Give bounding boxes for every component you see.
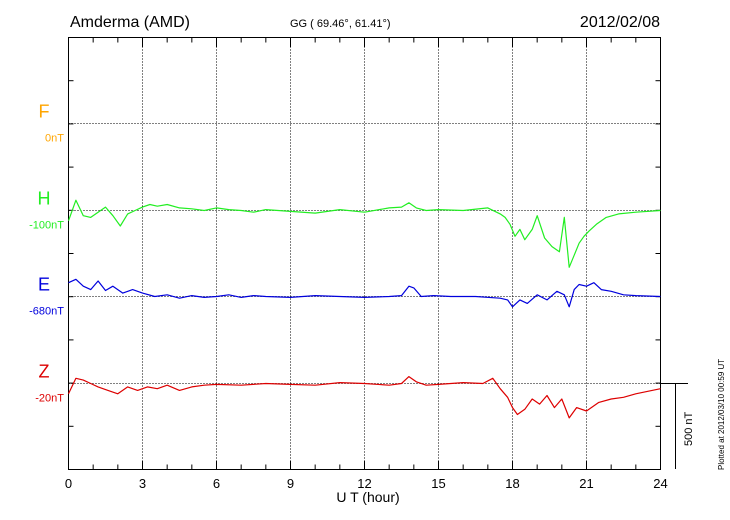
scale-bar-label: 500 nT [683, 411, 695, 446]
x-tick-label: 6 [213, 476, 220, 491]
x-tick-label: 24 [653, 476, 667, 491]
grid-lines [142, 37, 587, 470]
x-tick-label: 21 [579, 476, 593, 491]
x-tick-label: 9 [287, 476, 294, 491]
plotted-timestamp: Plotted at 2012/03/10 00:59 UT [717, 359, 726, 470]
station-title: Amderma (AMD) [70, 14, 190, 31]
x-tick-label: 18 [505, 476, 519, 491]
x-tick-label: 12 [357, 476, 371, 491]
series-line-z [67, 376, 661, 419]
component-label-e: E [38, 275, 50, 295]
series-line-e [68, 278, 661, 308]
component-label-h: H [38, 189, 51, 209]
x-axis-label: U T (hour) [336, 489, 399, 505]
axis-ticks [68, 37, 661, 470]
component-labels: F 0nT H -100nT E -680nT Z -20nT [29, 102, 64, 405]
component-label-z: Z [39, 362, 50, 382]
x-tick-labels: 0 3 6 9 12 15 18 21 24 [65, 476, 668, 491]
baseline-value-h: -100nT [29, 220, 64, 232]
baseline-value-z: -20nT [35, 393, 64, 405]
baseline-value-e: -680nT [29, 306, 64, 318]
plot-date: 2012/02/08 [580, 14, 660, 31]
component-label-f: F [39, 102, 50, 122]
series-line-h [67, 199, 661, 268]
x-tick-label: 15 [431, 476, 445, 491]
baseline-value-f: 0nT [45, 133, 64, 145]
scale-bar: 500 nT [661, 383, 695, 469]
series-lines [67, 199, 661, 419]
x-tick-label: 3 [139, 476, 146, 491]
station-coordinates: GG ( 69.46°, 61.41°) [290, 18, 391, 30]
x-tick-label: 0 [65, 476, 72, 491]
